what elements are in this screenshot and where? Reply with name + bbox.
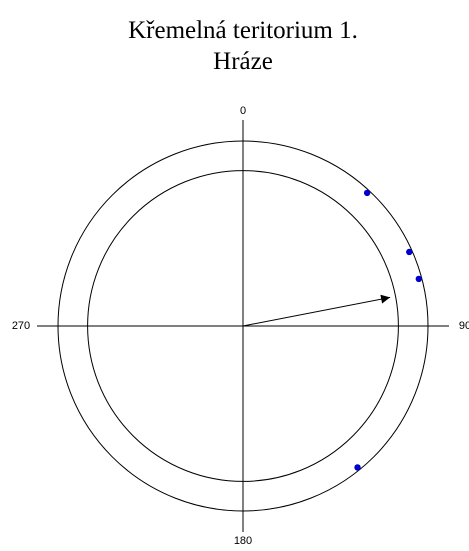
data-point: [363, 189, 371, 197]
data-point: [406, 248, 413, 256]
mean-vector: [242, 294, 391, 327]
chart-title: Křemelná teritorium 1.: [128, 17, 358, 44]
angle-tick-label: 180: [234, 535, 252, 547]
data-point: [415, 275, 422, 283]
chart-subtitle: Hráze: [213, 48, 273, 75]
angle-tick-label: 270: [12, 320, 30, 332]
data-point: [354, 464, 361, 471]
angle-tick-label: 0: [240, 105, 246, 117]
angle-tick-label: 90: [459, 320, 469, 332]
